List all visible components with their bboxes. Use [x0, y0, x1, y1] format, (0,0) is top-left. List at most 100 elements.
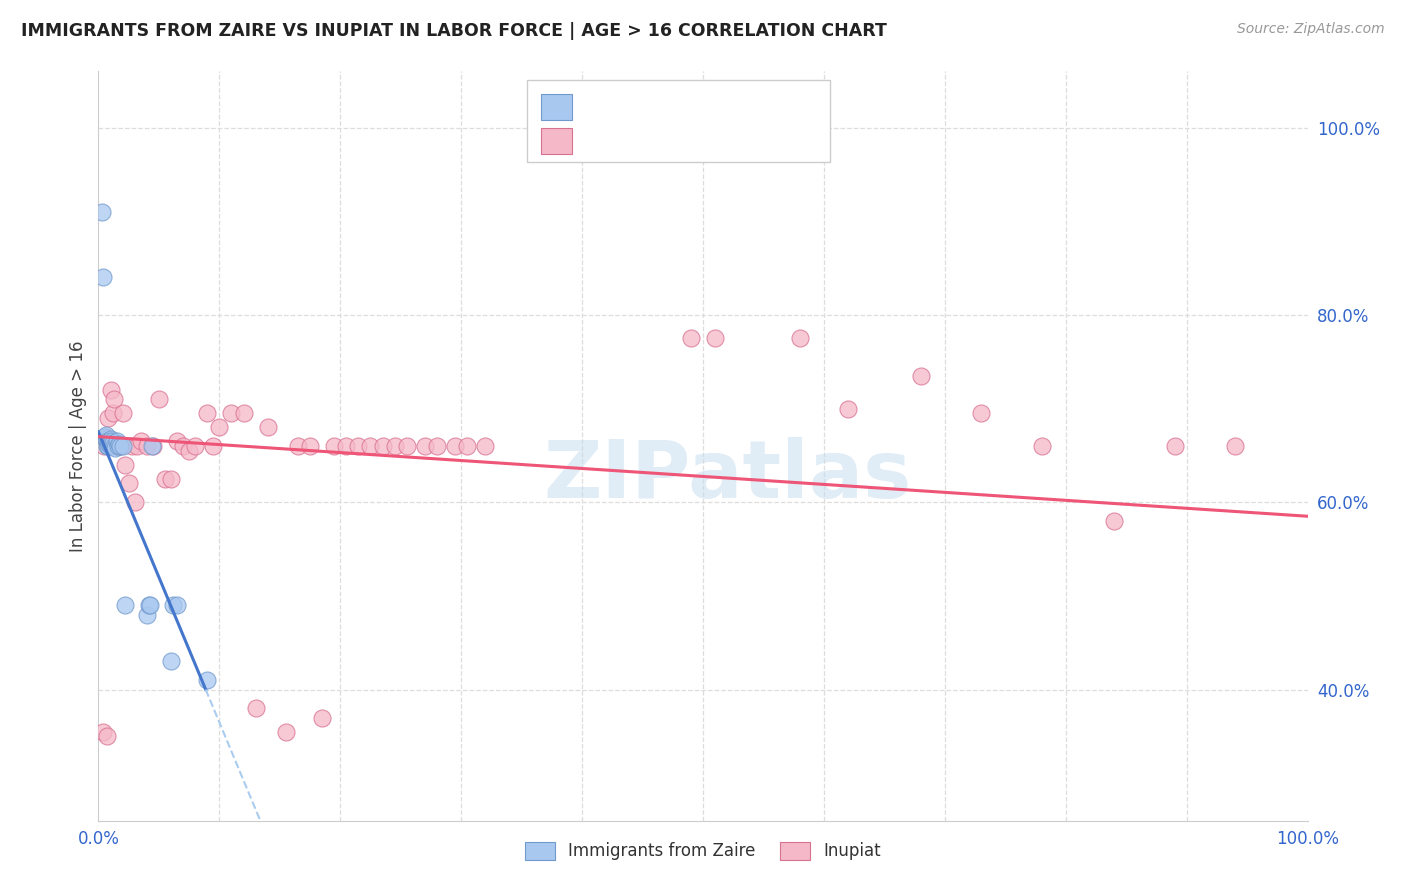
- Point: [108, 439, 131, 453]
- Point: [141, 439, 163, 453]
- Text: ZIPatlas: ZIPatlas: [543, 437, 911, 515]
- Point: [184, 439, 207, 453]
- Point: [910, 368, 932, 383]
- Point: [311, 710, 333, 724]
- Point: [101, 436, 124, 450]
- Text: 31: 31: [721, 98, 744, 116]
- Point: [323, 439, 346, 453]
- Text: IMMIGRANTS FROM ZAIRE VS INUPIAT IN LABOR FORCE | AGE > 16 CORRELATION CHART: IMMIGRANTS FROM ZAIRE VS INUPIAT IN LABO…: [21, 22, 887, 40]
- Point: [93, 430, 115, 444]
- Text: N =: N =: [688, 132, 727, 150]
- Point: [1223, 439, 1246, 453]
- Text: R =: R =: [583, 132, 623, 150]
- Point: [371, 439, 394, 453]
- Point: [98, 437, 121, 451]
- Point: [426, 439, 449, 453]
- Point: [139, 599, 162, 613]
- Point: [135, 439, 157, 453]
- Point: [124, 495, 146, 509]
- Point: [474, 439, 496, 453]
- Point: [97, 439, 120, 453]
- Point: [114, 458, 136, 472]
- Point: [100, 383, 122, 397]
- Point: [195, 406, 218, 420]
- Point: [93, 439, 115, 453]
- Point: [1163, 439, 1185, 453]
- Point: [195, 673, 218, 688]
- Legend: Immigrants from Zaire, Inupiat: Immigrants from Zaire, Inupiat: [516, 833, 890, 869]
- Point: [135, 607, 157, 622]
- Point: [114, 599, 136, 613]
- Point: [98, 434, 121, 449]
- Point: [347, 439, 370, 453]
- Point: [153, 472, 176, 486]
- Point: [108, 437, 131, 451]
- Point: [104, 441, 127, 455]
- Point: [1031, 439, 1053, 453]
- Point: [103, 439, 125, 453]
- Point: [127, 439, 149, 453]
- Text: N =: N =: [688, 98, 727, 116]
- Point: [256, 420, 278, 434]
- Point: [108, 439, 131, 453]
- Point: [679, 331, 702, 345]
- Point: [107, 439, 129, 453]
- Point: [245, 701, 267, 715]
- Point: [232, 406, 254, 420]
- Point: [335, 439, 357, 453]
- Point: [97, 411, 120, 425]
- Point: [142, 439, 165, 453]
- Point: [789, 331, 811, 345]
- Point: [96, 434, 118, 449]
- Point: [148, 392, 170, 407]
- Point: [395, 439, 418, 453]
- Point: [94, 427, 117, 442]
- Y-axis label: In Labor Force | Age > 16: In Labor Force | Age > 16: [69, 340, 87, 552]
- Point: [121, 439, 143, 453]
- Point: [100, 439, 122, 453]
- Point: [166, 434, 188, 449]
- Point: [94, 432, 117, 446]
- Point: [162, 599, 184, 613]
- Point: [118, 476, 141, 491]
- Point: [413, 439, 436, 453]
- Text: Source: ZipAtlas.com: Source: ZipAtlas.com: [1237, 22, 1385, 37]
- Point: [105, 434, 128, 449]
- Point: [91, 270, 114, 285]
- Point: [97, 436, 120, 450]
- Point: [94, 430, 117, 444]
- Point: [970, 406, 993, 420]
- Point: [96, 439, 118, 453]
- Point: [91, 724, 114, 739]
- Point: [456, 439, 478, 453]
- Point: [208, 420, 231, 434]
- Text: R =: R =: [583, 98, 623, 116]
- Point: [299, 439, 322, 453]
- Point: [444, 439, 467, 453]
- Point: [221, 406, 243, 420]
- Point: [172, 439, 194, 453]
- Point: [384, 439, 406, 453]
- Point: [96, 730, 118, 744]
- Point: [160, 655, 183, 669]
- Point: [111, 439, 134, 453]
- Point: [837, 401, 859, 416]
- Point: [107, 439, 129, 453]
- Point: [160, 472, 183, 486]
- Point: [111, 406, 134, 420]
- Point: [166, 599, 188, 613]
- Text: -0.181: -0.181: [623, 132, 681, 150]
- Point: [202, 439, 225, 453]
- Text: -0.561: -0.561: [623, 98, 681, 116]
- Point: [100, 434, 122, 449]
- Point: [129, 434, 152, 449]
- Point: [103, 392, 125, 407]
- Point: [105, 439, 128, 453]
- Point: [101, 406, 124, 420]
- Point: [138, 599, 160, 613]
- Point: [704, 331, 727, 345]
- Point: [179, 443, 201, 458]
- Text: 60: 60: [721, 132, 744, 150]
- Point: [100, 432, 122, 446]
- Point: [360, 439, 382, 453]
